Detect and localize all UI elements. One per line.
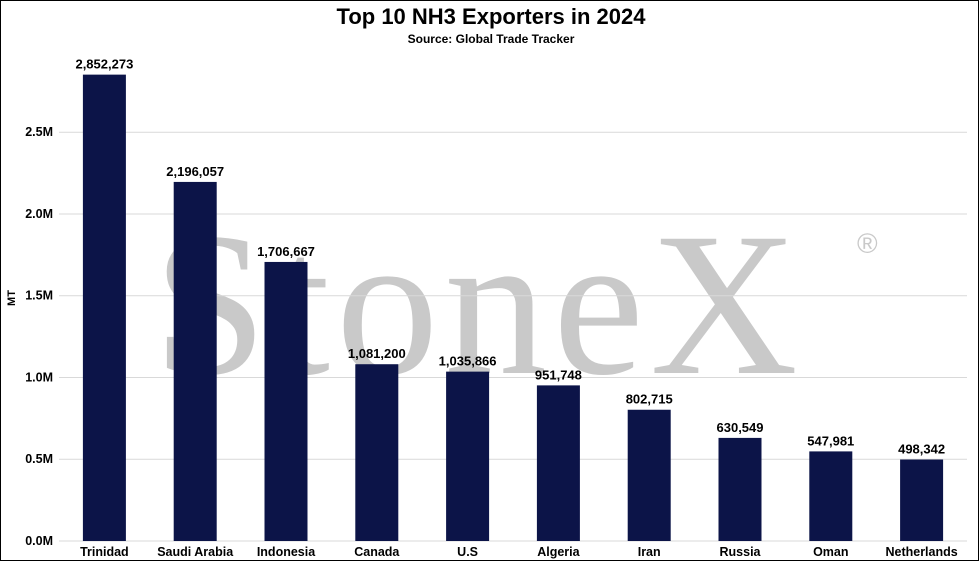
category-label: U.S: [457, 545, 478, 559]
bar: [627, 409, 671, 541]
y-tick-label: 1.5M: [25, 289, 53, 303]
y-tick-label: 0.5M: [25, 452, 53, 466]
data-label: 1,081,200: [348, 346, 406, 361]
bar: [82, 74, 126, 541]
category-label: Canada: [354, 545, 400, 559]
category-label: Saudi Arabia: [157, 545, 234, 559]
bar: [173, 181, 217, 541]
category-label: Algeria: [537, 545, 580, 559]
data-label: 498,342: [898, 442, 945, 457]
data-label: 1,706,667: [257, 244, 315, 259]
data-label: 1,035,866: [439, 354, 497, 369]
category-label: Russia: [720, 545, 762, 559]
watermark-registered-mark: ®: [857, 228, 878, 259]
data-label: 547,981: [807, 433, 854, 448]
bar: [718, 437, 762, 541]
y-tick-label: 1.0M: [25, 370, 53, 384]
chart-title: Top 10 NH3 Exporters in 2024: [337, 4, 647, 29]
bars: [82, 74, 944, 541]
data-label: 802,715: [626, 392, 673, 407]
category-label: Oman: [813, 545, 848, 559]
data-labels: 2,852,273 2,196,057 1,706,667 1,081,200 1,03…: [75, 57, 945, 457]
category-label: Indonesia: [257, 545, 316, 559]
data-label: 630,549: [717, 420, 764, 435]
y-tick-label: 2.0M: [25, 207, 53, 221]
bar: [355, 364, 399, 541]
bar: [264, 261, 308, 541]
watermark: StoneX ®: [153, 191, 878, 418]
category-label: Trinidad: [80, 545, 129, 559]
y-axis-label: MT: [6, 290, 18, 306]
category-label: Netherlands: [885, 545, 957, 559]
bar: [900, 459, 944, 541]
bar: [809, 451, 853, 541]
category-label: Iran: [638, 545, 661, 559]
y-axis-ticks: 0.0M 0.5M 1.0M 1.5M 2.0M 2.5M: [25, 125, 53, 548]
chart-subtitle: Source: Global Trade Tracker: [408, 32, 575, 46]
y-tick-label: 0.0M: [25, 534, 53, 548]
data-label: 2,852,273: [75, 57, 133, 72]
bar: [536, 385, 580, 541]
data-label: 951,748: [535, 367, 582, 382]
y-tick-label: 2.5M: [25, 125, 53, 139]
data-label: 2,196,057: [166, 164, 224, 179]
bar: [446, 371, 490, 541]
x-axis-categories: Trinidad Saudi Arabia Indonesia Canada U.S Al…: [80, 545, 958, 559]
